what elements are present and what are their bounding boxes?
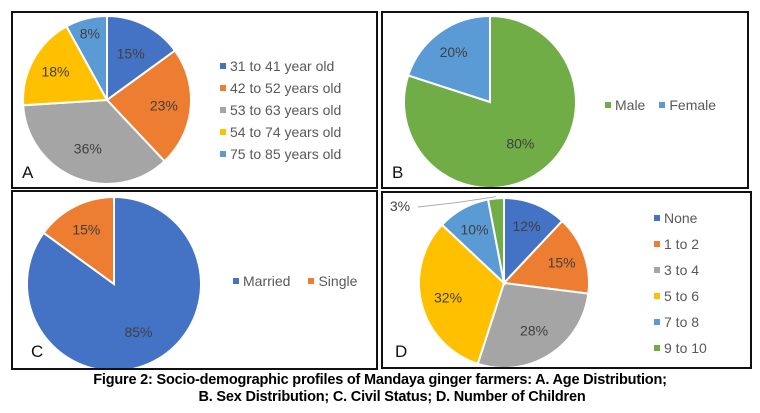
legend-swatch (654, 319, 660, 325)
data-label: 15% (72, 222, 100, 238)
legend-swatch (659, 102, 666, 108)
data-label: 32% (434, 289, 462, 305)
legend-label: 1 to 2 (664, 236, 700, 252)
pie-slice-female (406, 14, 491, 104)
legend-label: None (664, 210, 698, 226)
pie-chart-children: 12% 15% 28% 32% 10% 3% (390, 196, 590, 367)
legend-item: 53 to 63 years old (220, 102, 341, 118)
legend-label: Female (669, 97, 717, 113)
caption-line-2: B. Sex Distribution; C. Civil Status; D.… (198, 389, 586, 405)
legend-swatch (654, 267, 660, 273)
data-label: 18% (41, 64, 69, 80)
legend-item: 54 to 74 years old (220, 124, 341, 140)
panel-civil-status: 85% 15% C Married Single (11, 190, 378, 370)
pie-slice-5-to-6 (418, 223, 506, 366)
pie-slice-75-to-85-years-old (65, 14, 108, 101)
pie-chart-age: 15% 23% 36% 18% 8% (22, 14, 192, 185)
legend-item: Single (308, 273, 357, 289)
panel-age-distribution: 15% 23% 36% 18% 8% A 31 to 41 year old 42 to … (11, 11, 378, 189)
data-label: 28% (520, 322, 548, 338)
legend-swatch (220, 85, 226, 91)
legend-swatch (220, 63, 226, 69)
legend-label: 75 to 85 years old (230, 146, 342, 162)
legend-swatch (654, 241, 660, 247)
data-label: 15% (117, 46, 145, 62)
legend-swatch (220, 151, 226, 157)
legend-label: Single (318, 273, 358, 289)
legend-item: 42 to 52 years old (220, 80, 341, 96)
pie-slice-53-to-63-years-old (22, 98, 166, 185)
panel-letter-a: A (22, 163, 34, 182)
legend-swatch (308, 278, 315, 284)
data-label: 10% (461, 221, 489, 237)
data-label: 12% (513, 218, 541, 234)
legend-item: Male (605, 97, 645, 113)
legend-item: Married (233, 273, 290, 289)
legend-label: 42 to 52 years old (230, 80, 342, 96)
panel-letter-d: D (395, 342, 408, 361)
pie-slice-3-to-4 (476, 281, 590, 367)
data-label: 23% (150, 97, 178, 113)
pie-slice-none (503, 196, 564, 286)
data-label: 36% (74, 140, 102, 156)
legend-item: Female (659, 97, 716, 113)
pie-slice-single (42, 195, 115, 286)
data-label: 15% (548, 254, 576, 270)
legend-swatch (654, 293, 660, 299)
legend-item: 1 to 2 (654, 236, 699, 252)
pie-chart-civil-status: 85% 15% (26, 195, 202, 368)
legend-label: 3 to 4 (664, 262, 700, 278)
legend-item: 9 to 10 (654, 340, 707, 356)
legend-label: 5 to 6 (664, 288, 700, 304)
legend-label: Married (243, 273, 291, 289)
legend-item: None (654, 210, 697, 226)
pie-chart-sex: 80% 20% (403, 14, 577, 187)
legend-label: 9 to 10 (664, 340, 707, 356)
legend-item: 75 to 85 years old (220, 146, 341, 162)
data-label: 85% (124, 324, 152, 340)
legend-item: 7 to 8 (654, 314, 699, 330)
panel-sex-distribution: 80% 20% B Male Female (381, 11, 749, 189)
legend-label: 7 to 8 (664, 314, 700, 330)
panel-number-of-children: 12% 15% 28% 32% 10% 3% D None 1 to 2 3 to 4 5 to… (381, 191, 752, 369)
panel-letter-c: C (31, 342, 44, 361)
data-label: 3% (390, 198, 410, 214)
legend-label: Male (615, 97, 646, 113)
data-label: 80% (506, 136, 534, 152)
legend-item: 3 to 4 (654, 262, 699, 278)
legend-label: 53 to 63 years old (230, 102, 342, 118)
legend-swatch (654, 345, 660, 351)
pie-slice-male (403, 14, 577, 187)
legend-swatch (605, 102, 611, 108)
legend-swatch (654, 215, 660, 221)
figure-caption: Figure 2: Socio-demographic profiles of … (0, 372, 760, 406)
legend-label: 54 to 74 years old (230, 124, 342, 140)
pie-slice-42-to-52-years-old (105, 49, 192, 163)
legend-swatch (233, 278, 239, 284)
legend-label: 31 to 41 year old (230, 58, 335, 74)
legend-item: 5 to 6 (654, 288, 699, 304)
pie-slice-9-to-10 (486, 196, 505, 284)
data-label: 8% (80, 25, 100, 41)
pie-slice-married (26, 195, 202, 368)
leader-line (417, 196, 496, 208)
caption-line-1: Figure 2: Socio-demographic profiles of … (93, 372, 667, 388)
pie-slice-54-to-74-years-old (22, 25, 109, 107)
panel-letter-b: B (392, 163, 404, 182)
data-label: 20% (440, 44, 468, 60)
legend-swatch (220, 107, 226, 113)
pie-slice-1-to-2 (501, 219, 590, 295)
pie-slice-31-to-41-year-old (106, 14, 177, 102)
legend-swatch (220, 129, 226, 135)
legend-item: 31 to 41 year old (220, 58, 334, 74)
